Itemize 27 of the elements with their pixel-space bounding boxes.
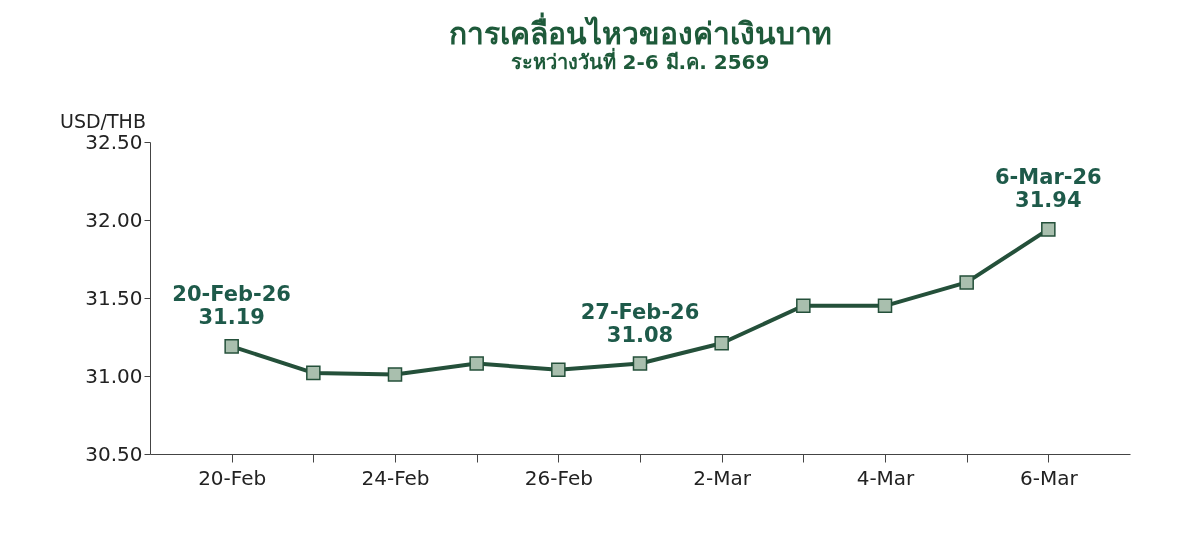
text: 31.50: [85, 285, 143, 310]
point: [306, 365, 321, 381]
point: [469, 356, 484, 371]
text: 32.00: [85, 207, 143, 232]
y-axis-title: USD/THB: [60, 110, 146, 132]
point: [877, 298, 893, 314]
text: 30.50: [85, 441, 143, 466]
point: [632, 356, 648, 371]
point: [714, 335, 729, 351]
x-tick-label: 20-Feb: [198, 465, 267, 490]
text: 31.00: [85, 363, 143, 388]
x-tick-label: 24-Feb: [361, 465, 430, 490]
data-label: 20-Feb-26 31.19: [172, 282, 291, 330]
x-tick-label: 4-Mar: [856, 465, 916, 490]
point: [796, 298, 811, 314]
data-label: 27-Feb-26 31.08: [580, 299, 700, 347]
x-tick-label: 26-Feb: [524, 465, 593, 490]
data-label: 6-Mar-26 31.94: [994, 165, 1102, 213]
x-tick-label: 2-Mar: [693, 465, 752, 490]
point: [224, 339, 239, 354]
point: [1041, 222, 1056, 237]
point: [387, 367, 403, 382]
text: 32.50: [85, 129, 143, 154]
x-tick-label: 6-Mar: [1019, 465, 1079, 490]
chart-subtitle: ระหว่างวันที่ 2-6 มี.ค. 2569: [510, 47, 770, 74]
point: [959, 275, 974, 290]
point: [551, 362, 566, 378]
